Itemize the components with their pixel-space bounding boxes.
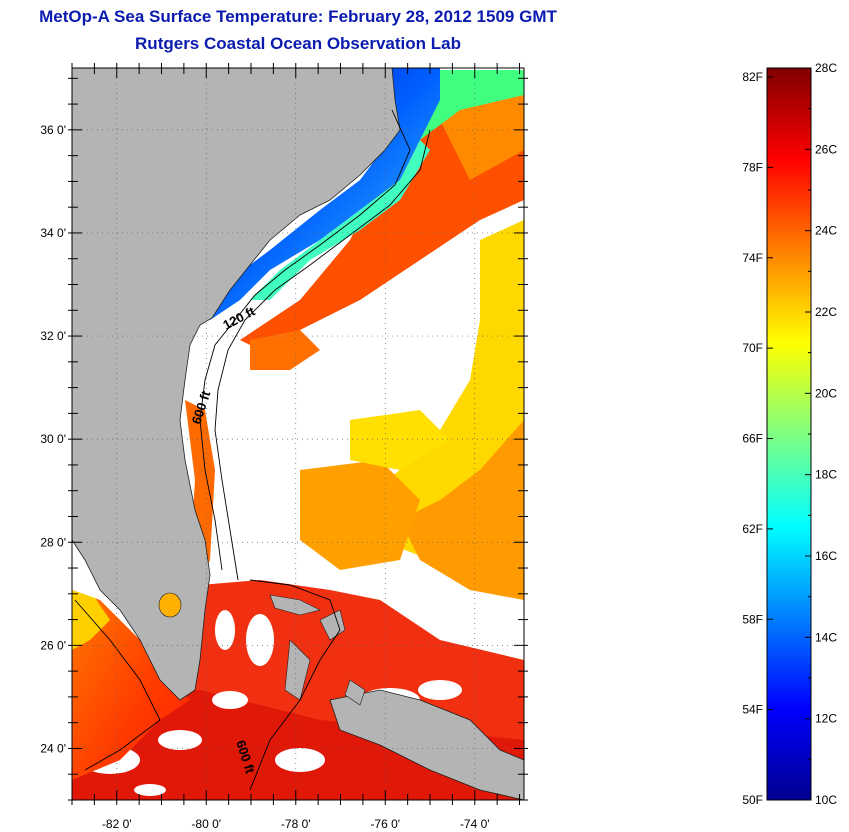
colorbar-c-label: 16C bbox=[815, 549, 837, 563]
gulf-yellow-band bbox=[72, 590, 110, 650]
colorbar-c-label: 28C bbox=[815, 61, 837, 75]
lat-label: 32 0' bbox=[40, 329, 66, 343]
warm-water-south-dark bbox=[72, 690, 524, 800]
warm-patch-nw bbox=[250, 330, 320, 370]
map-panel bbox=[72, 68, 524, 800]
colorbar-c-label: 18C bbox=[815, 468, 837, 482]
lat-label: 34 0' bbox=[40, 226, 66, 240]
cold-shelf-edge bbox=[250, 140, 430, 300]
colorbar-ticks bbox=[767, 67, 811, 801]
latitude-labels: 36 0' 34 0' 32 0' 30 0' 28 0' 26 0' 24 0' bbox=[40, 123, 66, 756]
contour-gulf bbox=[74, 599, 161, 771]
map-ticks bbox=[68, 63, 528, 805]
gulf-of-mexico-water bbox=[72, 590, 190, 780]
colorbar-f-label: 54F bbox=[742, 703, 763, 717]
colorbar-c-label: 10C bbox=[815, 793, 837, 807]
map-frame bbox=[71, 67, 525, 801]
lon-label: -74 0' bbox=[460, 817, 490, 831]
map-title: MetOp-A Sea Surface Temperature: Februar… bbox=[39, 7, 557, 26]
lat-label: 24 0' bbox=[40, 741, 66, 755]
colorbar-f-label: 58F bbox=[742, 612, 763, 626]
map-grid bbox=[72, 68, 524, 800]
lon-label: -82 0' bbox=[102, 817, 132, 831]
lat-label: 26 0' bbox=[40, 638, 66, 652]
lon-label: -78 0' bbox=[281, 817, 311, 831]
warm-patch-mid bbox=[300, 460, 420, 570]
colorbar-f-label: 62F bbox=[742, 522, 763, 536]
colorbar-c-label: 20C bbox=[815, 386, 837, 400]
contour-120ft bbox=[199, 109, 411, 571]
bahamas-islands bbox=[269, 594, 366, 706]
map-subtitle: Rutgers Coastal Ocean Observation Lab bbox=[135, 34, 461, 53]
colorbar-fahrenheit-labels: 82F 78F 74F 70F 66F 62F 58F 54F 50F bbox=[742, 70, 763, 807]
lon-label: -76 0' bbox=[370, 817, 400, 831]
warm-patch-east-orange bbox=[400, 420, 524, 600]
contour-600ft bbox=[214, 129, 431, 581]
colorbar-f-label: 78F bbox=[742, 160, 763, 174]
cuba-land bbox=[329, 689, 524, 800]
lat-label: 30 0' bbox=[40, 432, 66, 446]
colorbar-f-label: 50F bbox=[742, 793, 763, 807]
warm-patch-yellow bbox=[350, 410, 450, 470]
colorbar-scale bbox=[766, 67, 812, 801]
lake-okeechobee bbox=[158, 592, 182, 618]
colorbar-f-label: 74F bbox=[742, 251, 763, 265]
colorbar-c-label: 24C bbox=[815, 224, 837, 238]
colorbar-f-label: 70F bbox=[742, 341, 763, 355]
gulf-stream bbox=[240, 80, 524, 350]
colorbar-c-label: 14C bbox=[815, 630, 837, 644]
colorbar-celsius-labels: 28C 26C 24C 22C 20C 18C 16C 14C 12C 10C bbox=[815, 61, 837, 807]
longitude-labels: -82 0' -80 0' -78 0' -76 0' -74 0' bbox=[102, 817, 490, 831]
colorbar-f-label: 82F bbox=[742, 70, 763, 84]
contour-bahamas bbox=[249, 579, 341, 791]
colorbar: 82F 78F 74F 70F 66F 62F 58F 54F 50F 28C 26C 24C 22C… bbox=[742, 61, 837, 807]
colorbar-c-label: 12C bbox=[815, 712, 837, 726]
colorbar-f-label: 66F bbox=[742, 432, 763, 446]
lon-label: -80 0' bbox=[191, 817, 221, 831]
colorbar-c-label: 22C bbox=[815, 305, 837, 319]
lat-label: 28 0' bbox=[40, 535, 66, 549]
us-east-coast-land bbox=[72, 68, 401, 701]
colorbar-c-label: 26C bbox=[815, 142, 837, 156]
lat-label: 36 0' bbox=[40, 123, 66, 137]
